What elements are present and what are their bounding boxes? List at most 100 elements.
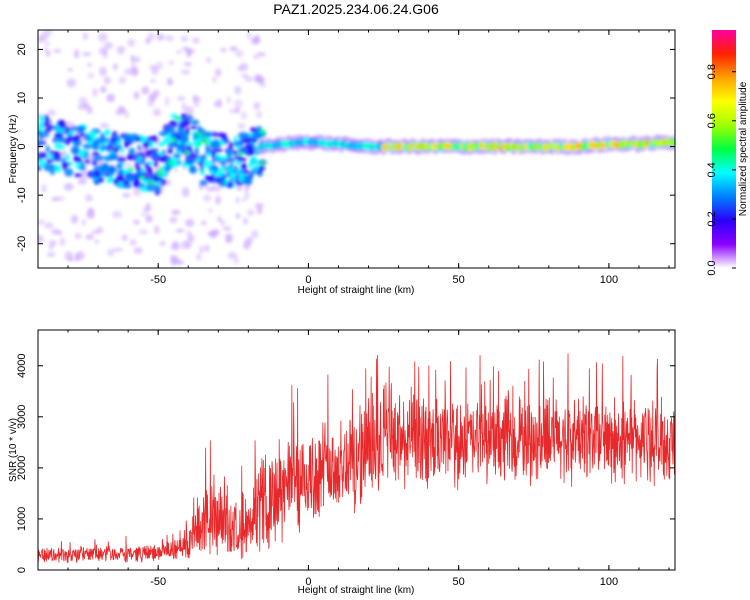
spectrogram-noise-cell bbox=[96, 225, 104, 233]
spectrogram-noise-cell bbox=[70, 214, 79, 225]
spectrogram-cell bbox=[199, 179, 208, 186]
spectrogram-noise-cell bbox=[181, 102, 187, 112]
colorbar-tick-label: 0.4 bbox=[706, 162, 718, 177]
spectrogram-noise-cell bbox=[214, 68, 222, 77]
spectrogram-cell bbox=[249, 127, 258, 133]
spectrogram-cell bbox=[43, 162, 53, 172]
spectrogram-noise-cell bbox=[210, 185, 218, 192]
spectrogram-cell bbox=[106, 167, 116, 176]
spectrogram-cell bbox=[235, 168, 243, 173]
spectrogram-noise-cell bbox=[235, 50, 244, 58]
spectrogram-noise-cell bbox=[153, 108, 162, 117]
spectrogram-noise-cell bbox=[233, 107, 241, 114]
spectrogram-noise-cell bbox=[123, 162, 134, 169]
spectrogram-cell bbox=[194, 147, 200, 155]
spectrogram-cell bbox=[128, 153, 136, 161]
spectrogram-cell bbox=[186, 141, 193, 147]
spectrogram-noise-cell bbox=[130, 54, 135, 64]
spectrogram-noise-cell bbox=[127, 38, 136, 47]
spectrogram-cell bbox=[70, 145, 80, 155]
spectrogram-noise-cell bbox=[176, 49, 182, 55]
spectrogram-cell bbox=[77, 125, 86, 132]
spectrogram-noise-cell bbox=[233, 256, 240, 265]
spectrogram-noise-cell bbox=[217, 216, 222, 222]
spectrogram-cell bbox=[234, 155, 244, 161]
spectrogram-cell bbox=[92, 140, 98, 149]
spectrogram-noise-cell bbox=[46, 252, 56, 258]
spectrogram-cell bbox=[58, 145, 66, 150]
spectrogram-cell bbox=[185, 115, 194, 121]
spectrogram-cell bbox=[38, 139, 42, 148]
spectrogram-peak-cell bbox=[196, 158, 202, 163]
spectrogram-noise-cell bbox=[77, 103, 88, 111]
spectrogram-y-tick-label: 10 bbox=[16, 92, 28, 104]
spectrogram-cell bbox=[52, 150, 61, 160]
spectrogram-cell bbox=[38, 130, 44, 135]
spectrogram-cell bbox=[58, 119, 66, 129]
spectrogram-cell bbox=[67, 134, 74, 143]
spectrogram-noise-cell bbox=[252, 54, 259, 60]
spectrogram-peak-cell bbox=[139, 175, 145, 180]
spectrogram-cell bbox=[190, 125, 198, 130]
spectrogram-noise-cell bbox=[112, 63, 118, 71]
spectrogram-noise-cell bbox=[192, 94, 198, 104]
spectrogram-peak-cell bbox=[184, 150, 190, 155]
spectrogram-noise-cell bbox=[175, 228, 185, 233]
spectrogram-cell bbox=[231, 172, 236, 181]
spectrogram-peak-cell bbox=[259, 129, 265, 134]
spectrogram-cell bbox=[179, 120, 187, 129]
spectrogram-cell bbox=[241, 169, 251, 175]
spectrogram-peak-cell bbox=[158, 167, 164, 172]
spectrogram-cell bbox=[228, 141, 234, 151]
spectrogram-noise-cell bbox=[133, 91, 140, 100]
spectrogram-cell bbox=[137, 144, 142, 151]
spectrogram-cell bbox=[60, 162, 71, 167]
spectrogram-noise-cell bbox=[55, 195, 65, 202]
spectrogram-noise-cell bbox=[73, 48, 80, 59]
spectrogram-noise-cell bbox=[176, 259, 184, 266]
spectrogram-noise-cell bbox=[222, 226, 232, 231]
spectrogram-noise-cell bbox=[81, 170, 89, 176]
spectrogram-cell bbox=[153, 161, 159, 168]
spectrogram-peak-cell bbox=[222, 155, 228, 160]
spectrogram-noise-cell bbox=[145, 202, 152, 212]
spectrogram-cell bbox=[167, 147, 174, 155]
spectrogram-cell bbox=[72, 135, 79, 142]
spectrogram-noise-cell bbox=[212, 76, 217, 84]
spectrogram-noise-cell bbox=[180, 240, 190, 250]
spectrogram-cell bbox=[229, 157, 236, 163]
snr-x-tick-label: 100 bbox=[600, 576, 618, 588]
spectrogram-noise-cell bbox=[256, 206, 263, 215]
spectrogram-noise-cell bbox=[229, 108, 235, 114]
spectrogram-noise-cell bbox=[112, 210, 122, 219]
spectrogram-cell bbox=[128, 147, 136, 156]
spectrogram-noise-cell bbox=[204, 244, 210, 253]
spectrogram-peak-cell bbox=[199, 170, 205, 175]
spectrogram-cell bbox=[45, 127, 52, 133]
spectrogram-cell bbox=[97, 177, 105, 183]
spectrogram-cell bbox=[237, 176, 245, 182]
spectrogram-peak-cell bbox=[158, 142, 164, 147]
spectrogram-noise-cell bbox=[87, 62, 92, 67]
spectrogram-noise-cell bbox=[94, 239, 100, 245]
spectrogram-cell bbox=[100, 162, 110, 172]
spectrogram-noise-cell bbox=[193, 102, 201, 107]
spectrogram-noise-cell bbox=[131, 62, 136, 73]
spectrogram-noise-cell bbox=[176, 95, 186, 101]
spectrogram-noise-cell bbox=[85, 194, 93, 202]
spectrogram-cell bbox=[78, 149, 86, 158]
spectrogram-noise-cell bbox=[39, 32, 49, 42]
spectrogram-cell bbox=[178, 143, 188, 151]
spectrogram-noise-cell bbox=[229, 46, 238, 52]
spectrogram-noise-cell bbox=[151, 66, 159, 76]
spectrogram-peak-cell bbox=[239, 172, 245, 177]
spectrogram-noise-cell bbox=[171, 209, 181, 216]
spectrogram-noise-cell bbox=[87, 72, 95, 79]
spectrogram-noise-cell bbox=[168, 60, 175, 65]
spectrogram-noise-cell bbox=[150, 93, 157, 102]
spectrogram-noise-cell bbox=[129, 239, 137, 246]
spectrogram-cell bbox=[186, 144, 193, 153]
spectrogram-noise-cell bbox=[235, 184, 243, 192]
spectrogram-noise-cell bbox=[206, 231, 215, 236]
spectrogram-cell bbox=[240, 163, 248, 170]
